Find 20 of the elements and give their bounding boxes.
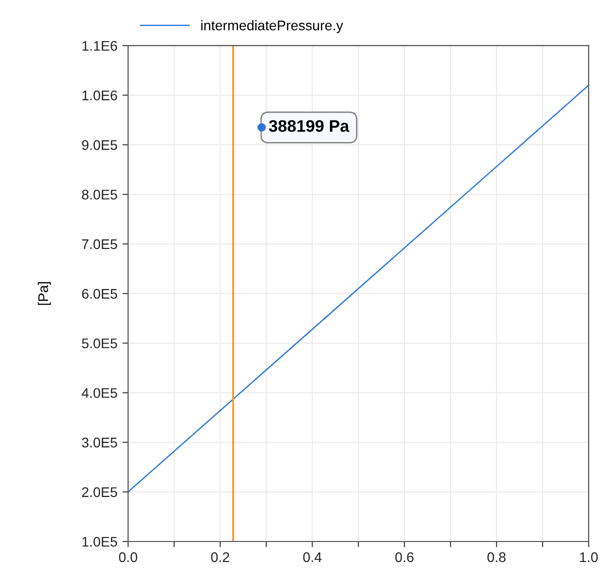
- x-tick-label: 0.0: [118, 552, 138, 562]
- y-tick-label: 7.0E5: [82, 239, 118, 250]
- legend-label: intermediatePressure.y: [201, 20, 344, 34]
- y-tick-label: 6.0E5: [82, 288, 118, 299]
- y-tick-label: 9.0E5: [82, 140, 118, 150]
- x-tick-label: 1.0: [580, 552, 598, 562]
- y-tick-label: 3.0E5: [82, 438, 118, 448]
- y-tick-label: 2.0E5: [82, 487, 118, 498]
- y-tick-label: 4.0E5: [82, 388, 118, 398]
- y-axis-title: [Pa]: [38, 282, 51, 305]
- annotation: 388199 Pa: [268, 120, 350, 132]
- y-tick-label: 1.0E6: [82, 90, 118, 100]
- x-tick-label: 0.4: [303, 552, 322, 562]
- x-tick-label: 0.6: [395, 552, 414, 562]
- x-tick-label: 0.8: [487, 552, 506, 562]
- y-tick-label: 1.1E6: [82, 40, 118, 51]
- y-tick-label: 8.0E5: [82, 190, 118, 200]
- y-tick-label: 1.0E5: [82, 536, 118, 547]
- x-tick-label: 0.2: [211, 552, 230, 562]
- y-tick-label: 5.0E5: [82, 338, 118, 348]
